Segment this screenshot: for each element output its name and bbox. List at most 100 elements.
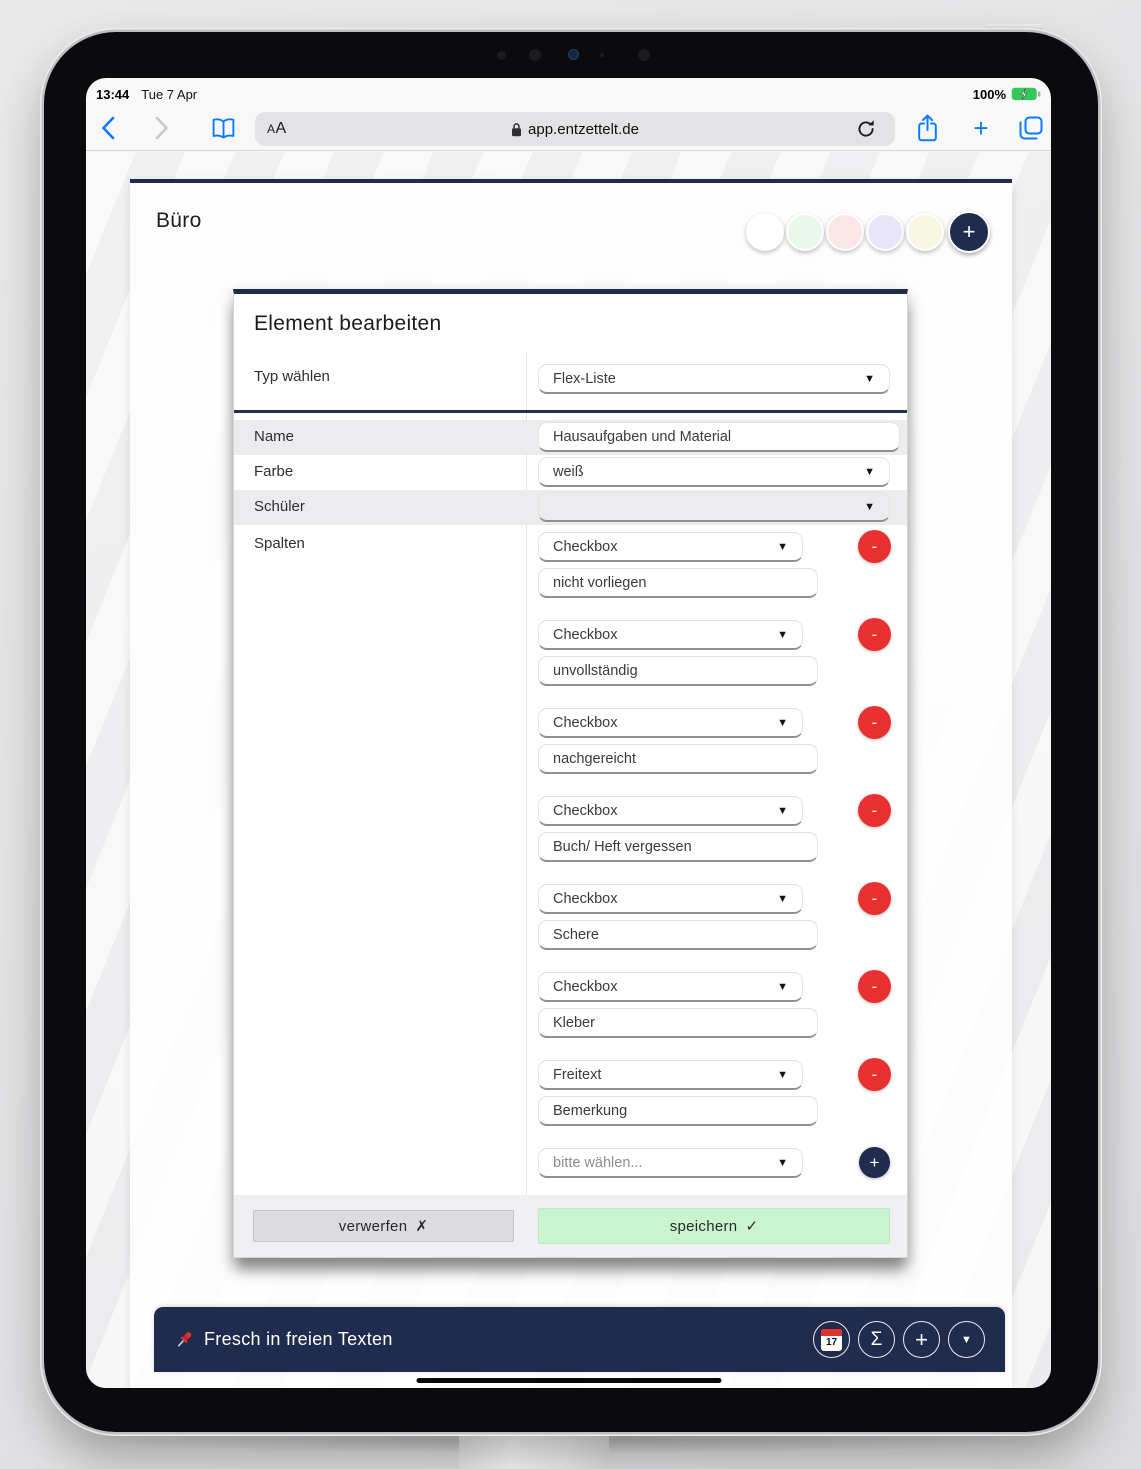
column-item: Checkbox ▼ Schere - [538, 882, 907, 950]
column-item: Checkbox ▼ Kleber - [538, 970, 907, 1038]
column-name-input[interactable]: nachgereicht [538, 744, 818, 774]
calendar-button[interactable]: 17 [813, 1321, 850, 1358]
sensor-dot [638, 49, 650, 61]
column-type-value: Checkbox [553, 538, 618, 555]
plus-icon: + [973, 112, 989, 143]
chevron-down-icon: ▼ [777, 1068, 788, 1081]
chevron-down-icon: ▼ [777, 628, 788, 641]
column-type-value: Freitext [553, 1066, 602, 1083]
remove-column-button[interactable]: - [858, 1058, 891, 1091]
modal-title: Element bearbeiten [254, 312, 442, 335]
open-book-icon [212, 117, 234, 139]
chevron-down-icon: ▼ [864, 372, 875, 385]
new-column-type-select[interactable]: bitte wählen... ▼ [538, 1148, 803, 1178]
fresch-list-bar[interactable]: Fresch in freien Texten 17 Σ + [154, 1307, 1005, 1372]
new-column-placeholder: bitte wählen... [553, 1154, 643, 1171]
share-button[interactable] [910, 111, 944, 145]
save-button[interactable]: speichern ✓ [538, 1208, 890, 1244]
calendar-icon: 17 [821, 1328, 842, 1351]
column-type-select[interactable]: Checkbox ▼ [538, 796, 803, 826]
type-select[interactable]: Flex-Liste ▼ [538, 364, 890, 394]
status-bar: 13:44 Tue 7 Apr 100% [86, 78, 1051, 106]
url-display: app.entzettelt.de [255, 121, 895, 138]
new-tab-button[interactable]: + [964, 111, 998, 145]
column-name-value: Kleber [553, 1014, 595, 1031]
column-item: Checkbox ▼ nachgereicht - [538, 706, 907, 774]
column-type-select[interactable]: Checkbox ▼ [538, 708, 803, 738]
column-name-input[interactable]: unvollständig [538, 656, 818, 686]
calendar-day: 17 [825, 1336, 838, 1348]
expand-button[interactable]: ▼ [948, 1321, 985, 1358]
column-type-value: Checkbox [553, 714, 618, 731]
column-type-value: Checkbox [553, 626, 618, 643]
column-name-input[interactable]: nicht vorliegen [538, 568, 818, 598]
color-swatch-pink[interactable] [826, 213, 864, 251]
forward-button[interactable] [144, 111, 178, 145]
color-row: Farbe weiß ▼ [234, 455, 907, 490]
column-name-input[interactable]: Buch/ Heft vergessen [538, 832, 818, 862]
color-swatch-purple[interactable] [866, 213, 904, 251]
reader-options-button[interactable]: AA [267, 120, 287, 137]
color-swatch-white[interactable] [746, 213, 784, 251]
column-type-select[interactable]: Checkbox ▼ [538, 532, 803, 562]
screen: 13:44 Tue 7 Apr 100% [86, 78, 1051, 1388]
remove-column-button[interactable]: - [858, 530, 891, 563]
tablet-stand [459, 1433, 609, 1469]
add-column-button[interactable]: + [859, 1147, 890, 1178]
columns-list: Checkbox ▼ nicht vorliegen - Checkbox ▼ … [538, 530, 907, 1178]
add-row-button[interactable]: + [903, 1321, 940, 1358]
name-label: Name [254, 428, 295, 445]
tabs-overview-button[interactable] [1014, 111, 1048, 145]
web-page: Büro + Fresch in f [86, 152, 1051, 1388]
color-select[interactable]: weiß ▼ [538, 457, 890, 487]
remove-column-button[interactable]: - [858, 618, 891, 651]
remove-column-button[interactable]: - [858, 794, 891, 827]
discard-button[interactable]: verwerfen ✗ [253, 1210, 514, 1242]
page-title: Büro [156, 209, 202, 232]
share-icon [917, 114, 937, 142]
add-element-button[interactable]: + [948, 211, 990, 253]
chevron-down-icon: ▼ [777, 980, 788, 993]
chevron-down-icon: ▼ [777, 716, 788, 729]
color-palette: + [746, 211, 990, 253]
column-item: Checkbox ▼ Buch/ Heft vergessen - [538, 794, 907, 862]
column-type-select[interactable]: Checkbox ▼ [538, 884, 803, 914]
column-type-select[interactable]: Checkbox ▼ [538, 972, 803, 1002]
color-swatch-green[interactable] [786, 213, 824, 251]
name-input[interactable]: Hausaufgaben und Material [538, 422, 900, 452]
columns-label: Spalten [254, 535, 305, 552]
list-actions: 17 Σ + ▼ [813, 1321, 985, 1358]
chevron-left-icon [102, 116, 115, 140]
address-bar[interactable]: AA app.entzettelt.de [255, 112, 895, 146]
calendar-icon-header [821, 1328, 842, 1336]
sum-button[interactable]: Σ [858, 1321, 895, 1358]
power-button [985, 24, 1043, 34]
color-swatch-yellow[interactable] [906, 213, 944, 251]
students-row: Schüler ▼ [234, 490, 907, 525]
chevron-right-icon [155, 116, 168, 140]
bookmarks-button[interactable] [206, 111, 240, 145]
column-name-input[interactable]: Bemerkung [538, 1096, 818, 1126]
column-name-value: nicht vorliegen [553, 574, 647, 591]
remove-column-button[interactable]: - [858, 970, 891, 1003]
column-name-input[interactable]: Kleber [538, 1008, 818, 1038]
column-divider [526, 352, 527, 1257]
type-value: Flex-Liste [553, 370, 616, 387]
lock-icon [512, 122, 522, 136]
remove-column-button[interactable]: - [858, 706, 891, 739]
column-type-value: Checkbox [553, 978, 618, 995]
chevron-down-icon: ▼ [864, 500, 875, 513]
back-button[interactable] [92, 111, 126, 145]
column-type-value: Checkbox [553, 802, 618, 819]
safari-toolbar: AA app.entzettelt.de [86, 106, 1051, 151]
column-name-input[interactable]: Schere [538, 920, 818, 950]
type-row: Typ wählen Flex-Liste ▼ [234, 352, 907, 406]
remove-column-button[interactable]: - [858, 882, 891, 915]
home-indicator[interactable] [416, 1377, 721, 1383]
chevron-down-icon: ▼ [777, 540, 788, 553]
students-select[interactable]: ▼ [538, 492, 890, 522]
column-type-select[interactable]: Checkbox ▼ [538, 620, 803, 650]
column-type-select[interactable]: Freitext ▼ [538, 1060, 803, 1090]
tabs-icon [1019, 116, 1043, 140]
reload-button[interactable] [849, 112, 883, 146]
